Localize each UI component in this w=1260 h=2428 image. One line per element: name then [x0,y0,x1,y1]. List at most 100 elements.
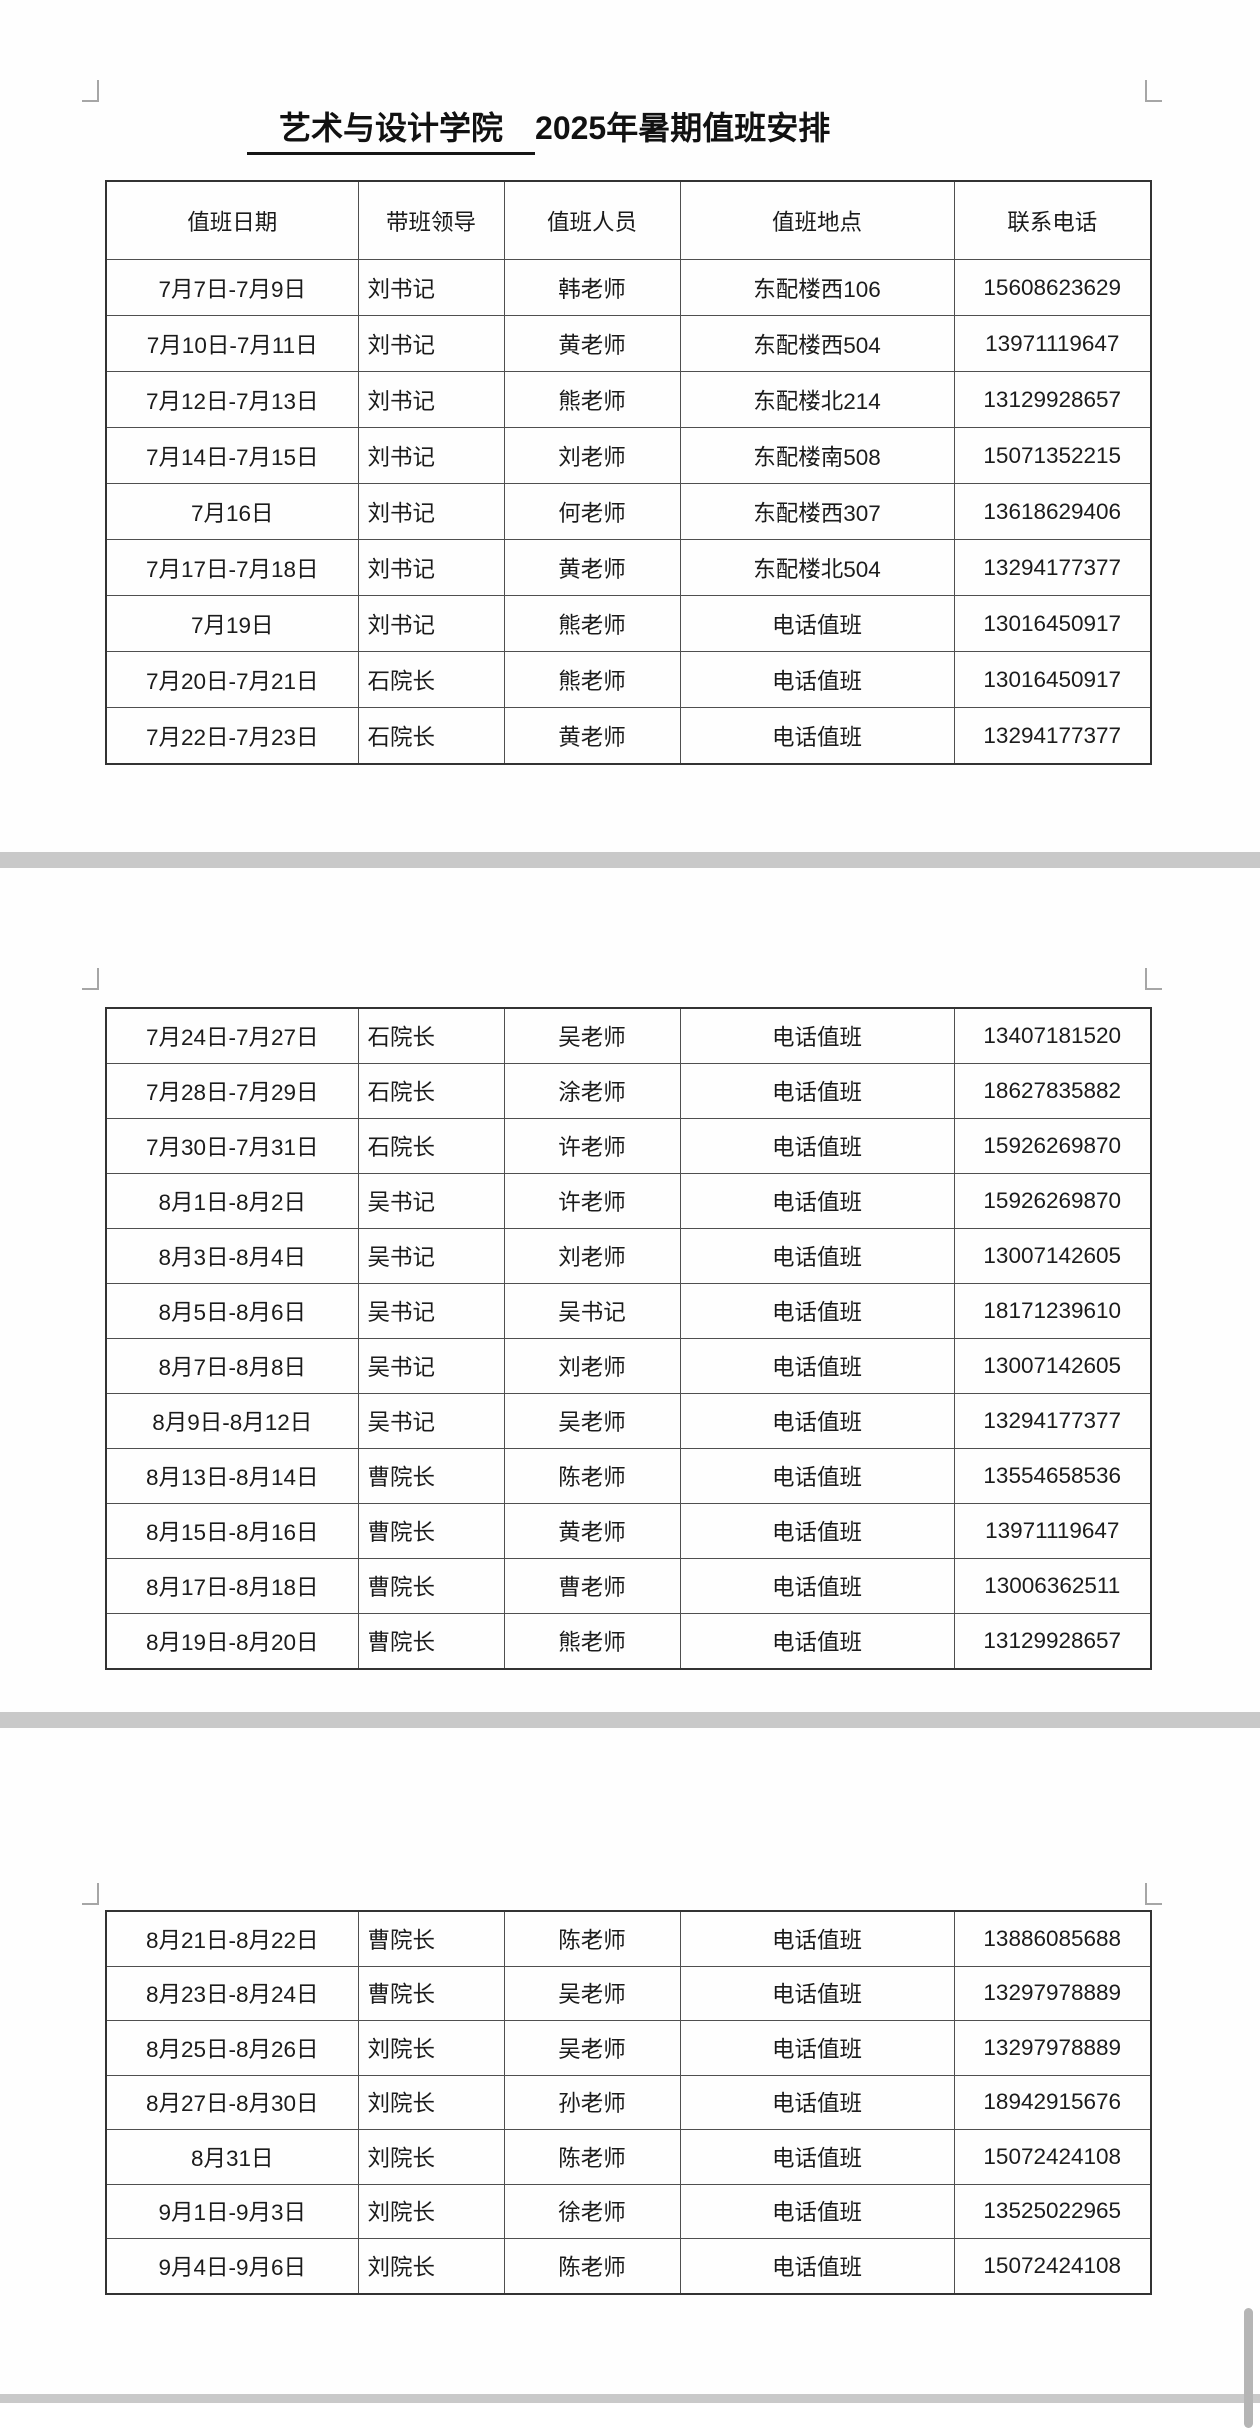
cell-person: 陈老师 [503,2129,681,2185]
margin-corner-mark [1145,968,1162,990]
header-leader: 带班领导 [357,180,505,260]
cell-phone: 13129928657 [953,371,1152,428]
cell-date: 7月30日-7月31日 [105,1118,359,1174]
cell-phone: 13407181520 [953,1007,1152,1064]
table-row: 8月19日-8月20日 曹院长 熊老师 电话值班 13129928657 [105,1613,1152,1670]
page-separator [0,2394,1260,2403]
cell-phone: 13971119647 [953,1503,1152,1559]
cell-leader: 刘书记 [357,539,505,596]
cell-person: 吴书记 [503,1283,681,1339]
cell-leader: 刘书记 [357,483,505,540]
header-date: 值班日期 [105,180,359,260]
cell-leader: 吴书记 [357,1228,505,1284]
cell-leader: 曹院长 [357,1910,505,1967]
cell-person: 陈老师 [503,2238,681,2294]
duty-table-page-1: 值班日期 带班领导 值班人员 值班地点 联系电话 7月7日-7月9日 刘书记 韩老师… [105,180,1152,765]
cell-person: 吴老师 [503,2020,681,2076]
cell-location: 电话值班 [679,651,955,708]
cell-location: 东配楼西504 [679,315,955,372]
scrollbar-thumb[interactable] [1244,2308,1253,2428]
cell-date: 8月25日-8月26日 [105,2020,359,2076]
cell-date: 8月17日-8月18日 [105,1558,359,1614]
cell-phone: 15072424108 [953,2129,1152,2185]
duty-table-page-3: 8月21日-8月22日 曹院长 陈老师 电话值班 13886085688 8月23日-8月… [105,1910,1152,2295]
cell-leader: 曹院长 [357,1965,505,2021]
cell-location: 电话值班 [679,595,955,652]
cell-leader: 刘书记 [357,259,505,316]
cell-leader: 刘书记 [357,315,505,372]
cell-location: 电话值班 [679,1283,955,1339]
document-title: 艺术与设计学院 2025年暑期值班安排 [247,106,830,155]
cell-leader: 吴书记 [357,1283,505,1339]
cell-phone: 13971119647 [953,315,1152,372]
cell-date: 8月13日-8月14日 [105,1448,359,1504]
cell-location: 东配楼南508 [679,427,955,484]
table-row: 7月30日-7月31日 石院长 许老师 电话值班 15926269870 [105,1118,1152,1174]
cell-leader: 刘院长 [357,2020,505,2076]
cell-date: 8月27日-8月30日 [105,2074,359,2130]
cell-phone: 13297978889 [953,1965,1152,2021]
cell-leader: 刘院长 [357,2129,505,2185]
cell-date: 7月20日-7月21日 [105,651,359,708]
cell-location: 东配楼北214 [679,371,955,428]
cell-person: 孙老师 [503,2074,681,2130]
page-separator [0,1712,1260,1728]
cell-date: 8月5日-8月6日 [105,1283,359,1339]
cell-person: 刘老师 [503,1228,681,1284]
cell-person: 涂老师 [503,1063,681,1119]
cell-location: 电话值班 [679,2129,955,2185]
cell-leader: 曹院长 [357,1503,505,1559]
table-row: 7月20日-7月21日 石院长 熊老师 电话值班 13016450917 [105,651,1152,708]
cell-location: 电话值班 [679,1558,955,1614]
page-1: 艺术与设计学院 2025年暑期值班安排 值班日期 带班领导 值班人员 值班地点 … [0,0,1260,852]
cell-leader: 石院长 [357,1007,505,1064]
cell-leader: 吴书记 [357,1393,505,1449]
cell-phone: 13016450917 [953,651,1152,708]
cell-phone: 18171239610 [953,1283,1152,1339]
table-row: 7月24日-7月27日 石院长 吴老师 电话值班 13407181520 [105,1007,1152,1064]
cell-date: 8月3日-8月4日 [105,1228,359,1284]
cell-date: 7月10日-7月11日 [105,315,359,372]
page-2: 7月24日-7月27日 石院长 吴老师 电话值班 13407181520 7月28日-7月… [0,868,1260,1712]
cell-date: 8月19日-8月20日 [105,1613,359,1670]
cell-location: 电话值班 [679,1007,955,1064]
cell-phone: 13297978889 [953,2020,1152,2076]
cell-date: 7月28日-7月29日 [105,1063,359,1119]
cell-person: 熊老师 [503,595,681,652]
cell-phone: 13886085688 [953,1910,1152,1967]
table-row: 8月17日-8月18日 曹院长 曹老师 电话值班 13006362511 [105,1558,1152,1614]
cell-phone: 13525022965 [953,2183,1152,2239]
cell-phone: 15072424108 [953,2238,1152,2294]
cell-person: 陈老师 [503,1910,681,1967]
table-row: 7月19日 刘书记 熊老师 电话值班 13016450917 [105,595,1152,652]
cell-person: 曹老师 [503,1558,681,1614]
table-row: 8月21日-8月22日 曹院长 陈老师 电话值班 13886085688 [105,1910,1152,1967]
cell-phone: 13294177377 [953,539,1152,596]
table-row: 7月16日 刘书记 何老师 东配楼西307 13618629406 [105,483,1152,540]
duty-table-page-2: 7月24日-7月27日 石院长 吴老师 电话值班 13407181520 7月28日-7月… [105,1007,1152,1670]
cell-leader: 曹院长 [357,1448,505,1504]
cell-person: 黄老师 [503,315,681,372]
cell-location: 电话值班 [679,1118,955,1174]
cell-leader: 刘院长 [357,2183,505,2239]
title-rest-part: 2025年暑期值班安排 [535,110,831,146]
cell-phone: 13554658536 [953,1448,1152,1504]
cell-leader: 石院长 [357,1118,505,1174]
cell-phone: 13294177377 [953,1393,1152,1449]
table-row: 8月23日-8月24日 曹院长 吴老师 电话值班 13297978889 [105,1965,1152,2021]
cell-date: 7月19日 [105,595,359,652]
cell-person: 陈老师 [503,1448,681,1504]
cell-location: 电话值班 [679,1173,955,1229]
cell-phone: 15608623629 [953,259,1152,316]
title-underlined-part: 艺术与设计学院 [247,106,536,155]
cell-person: 许老师 [503,1118,681,1174]
table-row: 7月17日-7月18日 刘书记 黄老师 东配楼北504 13294177377 [105,539,1152,596]
cell-person: 熊老师 [503,371,681,428]
table-row: 8月25日-8月26日 刘院长 吴老师 电话值班 13297978889 [105,2020,1152,2076]
cell-person: 吴老师 [503,1007,681,1064]
cell-phone: 15071352215 [953,427,1152,484]
table-row: 7月7日-7月9日 刘书记 韩老师 东配楼西106 15608623629 [105,259,1152,316]
table-row: 7月10日-7月11日 刘书记 黄老师 东配楼西504 13971119647 [105,315,1152,372]
cell-person: 韩老师 [503,259,681,316]
cell-phone: 18942915676 [953,2074,1152,2130]
